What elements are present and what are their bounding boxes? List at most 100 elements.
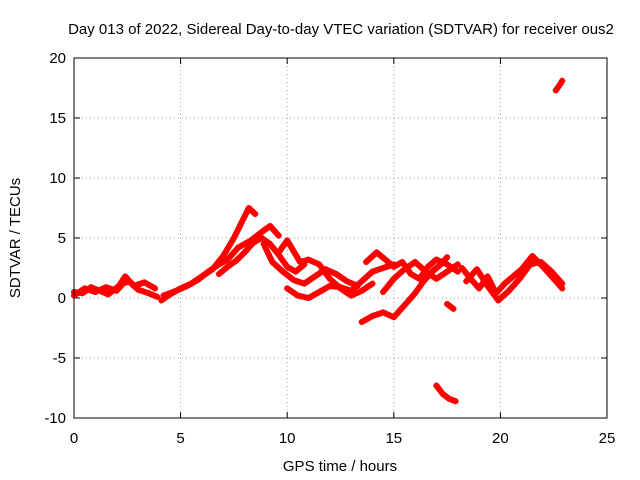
data-point — [358, 319, 365, 325]
series-track — [552, 77, 566, 94]
data-point — [260, 241, 267, 247]
data-point — [301, 280, 308, 287]
data-point — [412, 259, 419, 265]
y-tick-label: 0 — [58, 290, 66, 307]
data-point — [194, 277, 201, 283]
data-point — [79, 290, 86, 297]
data-point — [559, 280, 566, 287]
data-point — [316, 289, 323, 295]
data-point — [348, 287, 355, 294]
series-track-b — [71, 273, 159, 298]
data-point — [454, 268, 461, 275]
data-point — [446, 395, 453, 402]
data-point — [292, 268, 299, 275]
data-point — [333, 271, 340, 277]
data-point — [326, 275, 333, 282]
data-point — [130, 283, 137, 289]
data-point — [439, 391, 446, 397]
data-point — [516, 275, 523, 282]
series-track-o — [433, 382, 459, 405]
data-point — [88, 284, 95, 291]
data-point — [105, 291, 112, 298]
data-point — [152, 285, 159, 292]
data-point — [552, 87, 559, 94]
data-point — [215, 261, 222, 268]
data-point — [279, 268, 286, 275]
x-tick-label: 20 — [492, 430, 509, 447]
series-track-g — [275, 237, 376, 299]
data-point — [173, 287, 180, 294]
data-point — [433, 275, 440, 282]
data-point — [311, 273, 318, 280]
data-point — [230, 235, 237, 241]
data-point — [433, 382, 440, 389]
data-point — [343, 278, 350, 285]
data-point — [369, 268, 376, 275]
data-point — [373, 249, 380, 256]
data-point — [258, 235, 265, 241]
x-tick-label: 10 — [279, 430, 296, 447]
series-track — [260, 241, 361, 289]
data-point — [258, 229, 265, 235]
data-point — [450, 305, 457, 312]
data-point — [358, 287, 365, 294]
data-point — [245, 205, 252, 211]
data-point — [433, 256, 440, 263]
data-point — [102, 284, 109, 291]
data-point — [463, 278, 470, 285]
data-point — [399, 259, 406, 265]
data-point — [484, 283, 491, 289]
x-tick-label: 15 — [385, 430, 402, 447]
data-point — [422, 268, 429, 275]
series-track-d — [160, 223, 282, 299]
data-point — [444, 261, 451, 268]
data-point — [416, 275, 423, 282]
data-point — [290, 277, 297, 283]
series-track — [358, 254, 451, 325]
data-point — [267, 241, 274, 247]
y-axis-label: SDTVAR / TECUs — [7, 178, 24, 298]
data-point — [284, 237, 291, 244]
data-point — [557, 81, 564, 88]
data-point — [269, 259, 276, 265]
data-point — [363, 259, 370, 265]
data-point — [96, 287, 103, 294]
data-points — [71, 77, 566, 405]
data-point — [369, 280, 376, 287]
data-point — [326, 283, 333, 289]
data-point — [559, 77, 566, 84]
chart-title: Day 013 of 2022, Sidereal Day-to-day VTE… — [68, 21, 614, 38]
x-tick-label: 25 — [599, 430, 616, 447]
series-track — [160, 223, 282, 299]
data-point — [510, 273, 517, 280]
data-point — [444, 301, 451, 307]
data-point — [288, 244, 295, 251]
data-point — [476, 285, 483, 292]
data-point — [401, 302, 408, 309]
data-point — [241, 249, 248, 256]
data-point — [115, 283, 122, 289]
series-track — [463, 259, 566, 304]
data-point — [160, 292, 167, 299]
data-point — [380, 265, 387, 271]
data-point — [390, 275, 397, 282]
data-point — [284, 285, 291, 292]
data-point — [267, 223, 274, 229]
series-track-f — [260, 241, 361, 289]
data-point — [305, 295, 312, 301]
data-point — [459, 265, 466, 271]
data-point — [224, 263, 231, 270]
y-tick-label: 10 — [49, 170, 66, 187]
data-point — [380, 289, 387, 295]
x-axis-label: GPS time / hours — [283, 458, 397, 475]
y-tick-label: 5 — [58, 230, 66, 247]
y-tick-label: -5 — [53, 350, 66, 367]
grid-lines — [74, 58, 607, 418]
series-track-l — [444, 301, 457, 312]
series-track-n — [463, 259, 566, 304]
data-point — [527, 261, 534, 268]
data-point — [358, 278, 365, 285]
plot-frame — [73, 57, 608, 419]
data-point — [390, 263, 397, 270]
data-point — [154, 293, 161, 300]
